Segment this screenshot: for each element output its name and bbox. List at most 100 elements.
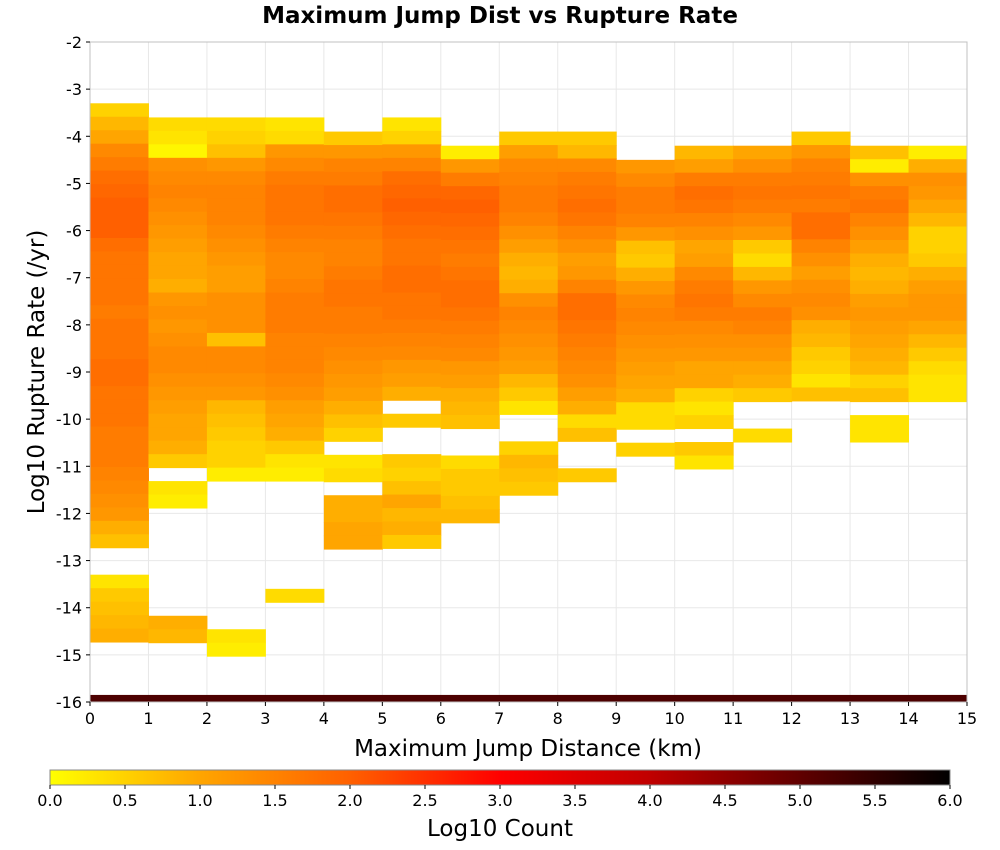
heatmap-cell bbox=[674, 361, 734, 376]
x-tick-label: 3 bbox=[260, 709, 270, 728]
heatmap-cell bbox=[440, 482, 500, 497]
heatmap-cell bbox=[616, 294, 676, 309]
heatmap-cell bbox=[908, 159, 968, 174]
heatmap-cell bbox=[850, 226, 910, 241]
heatmap-cell bbox=[733, 334, 793, 349]
heatmap-cell bbox=[90, 116, 149, 131]
heatmap-cell bbox=[616, 159, 676, 174]
heatmap-cell bbox=[265, 588, 325, 603]
y-tick-label: -13 bbox=[56, 552, 82, 571]
heatmap-cell bbox=[206, 265, 266, 280]
heatmap-cell bbox=[674, 334, 734, 349]
y-tick-label: -11 bbox=[56, 457, 82, 476]
heatmap-cell bbox=[440, 159, 500, 174]
heatmap-cell bbox=[148, 481, 208, 496]
heatmap-cell bbox=[674, 226, 734, 241]
heatmap-cell bbox=[90, 453, 149, 468]
heatmap-cell bbox=[791, 158, 851, 173]
heatmap-cell bbox=[557, 293, 617, 308]
heatmap-cell bbox=[90, 574, 149, 589]
heatmap-cell bbox=[265, 211, 325, 226]
heatmap-cell bbox=[90, 170, 149, 185]
heatmap-cell bbox=[791, 333, 851, 348]
x-tick-label: 6 bbox=[436, 709, 446, 728]
heatmap-cell bbox=[148, 292, 208, 307]
heatmap-cell bbox=[440, 388, 500, 403]
heatmap-cell bbox=[90, 493, 149, 508]
heatmap-cell bbox=[206, 157, 266, 172]
heatmap-cell bbox=[616, 308, 676, 322]
heatmap-cell bbox=[440, 226, 500, 241]
heatmap-cell bbox=[148, 629, 208, 644]
heatmap-cell bbox=[323, 293, 383, 308]
heatmap-cell bbox=[908, 320, 968, 335]
heatmap-cell bbox=[148, 359, 208, 374]
colorbar-tick-label: 4.0 bbox=[637, 791, 662, 810]
heatmap-cell bbox=[499, 360, 559, 375]
heatmap-cell bbox=[323, 454, 383, 469]
y-tick-label: -12 bbox=[56, 504, 82, 523]
heatmap-cell bbox=[499, 333, 559, 348]
heatmap-cell bbox=[791, 360, 851, 375]
heatmap-cell bbox=[148, 171, 208, 186]
x-axis-label: Maximum Jump Distance (km) bbox=[354, 736, 702, 762]
heatmap-cell bbox=[908, 307, 968, 322]
x-axis-ticks: 0 1 2 3 4 5 6 7 8 9 10 11 12 13 14 15 bbox=[85, 702, 977, 728]
heatmap-cell bbox=[90, 278, 149, 293]
heatmap-cell bbox=[90, 318, 149, 333]
heatmap-cell bbox=[206, 346, 266, 361]
heatmap-cell bbox=[382, 279, 442, 294]
heatmap-cell bbox=[90, 130, 149, 145]
heatmap-cell bbox=[557, 266, 617, 281]
heatmap-cell bbox=[850, 172, 910, 187]
heatmap-cell bbox=[323, 212, 383, 227]
heatmap-cell bbox=[206, 198, 266, 213]
heatmap-cell bbox=[382, 144, 442, 159]
y-tick-label: -5 bbox=[66, 174, 82, 193]
heatmap-cell bbox=[206, 454, 266, 469]
heatmap-cell bbox=[791, 225, 851, 240]
y-tick-label: -8 bbox=[66, 316, 82, 335]
heatmap-cell bbox=[850, 428, 910, 443]
heatmap-cell bbox=[499, 198, 559, 213]
x-tick-label: 7 bbox=[494, 709, 504, 728]
heatmap-cell bbox=[90, 466, 149, 481]
heatmap-cell bbox=[90, 345, 149, 360]
heatmap-cell bbox=[206, 184, 266, 199]
x-tick-label: 12 bbox=[781, 709, 801, 728]
heatmap-cell bbox=[499, 347, 559, 362]
heatmap-cell bbox=[90, 184, 149, 199]
heatmap-cell bbox=[733, 239, 793, 254]
heatmap-cell bbox=[206, 171, 266, 186]
heatmap-cell bbox=[850, 145, 910, 160]
x-tick-label: 8 bbox=[553, 709, 563, 728]
colorbar-tick-label: 0.0 bbox=[37, 791, 62, 810]
heatmap-cell bbox=[616, 402, 676, 417]
heatmap-cell bbox=[382, 305, 442, 320]
heatmap-cell bbox=[323, 239, 383, 254]
heatmap-cell bbox=[440, 361, 500, 376]
heatmap-cell bbox=[265, 400, 325, 415]
heatmap-cell bbox=[440, 401, 500, 416]
heatmap-cell bbox=[733, 280, 793, 295]
colorbar-tick-label: 4.5 bbox=[712, 791, 737, 810]
y-axis-ticks: -2 -3 -4 -5 -6 -7 -8 -9 -10 -11 -12 -13 -14 -15 -16 bbox=[56, 33, 90, 712]
heatmap-cell bbox=[791, 239, 851, 254]
heatmap-cell bbox=[674, 199, 734, 214]
heatmap-cell bbox=[148, 238, 208, 253]
heatmap-cell bbox=[791, 212, 851, 227]
heatmap-cell bbox=[206, 467, 266, 482]
heatmap-cell bbox=[90, 237, 149, 252]
heatmap-cell bbox=[733, 186, 793, 201]
heatmap-cell bbox=[323, 374, 383, 388]
heatmap-cell bbox=[733, 266, 793, 281]
heatmap-cell bbox=[206, 629, 266, 644]
y-tick-label: -4 bbox=[66, 127, 82, 146]
heatmap-cell bbox=[440, 239, 500, 254]
heatmap-cell bbox=[148, 184, 208, 199]
heatmap-cell bbox=[557, 185, 617, 200]
heatmap-cell bbox=[440, 415, 500, 430]
heatmap-cell bbox=[616, 186, 676, 201]
heatmap-cell bbox=[323, 252, 383, 267]
heatmap-cell bbox=[908, 172, 968, 187]
